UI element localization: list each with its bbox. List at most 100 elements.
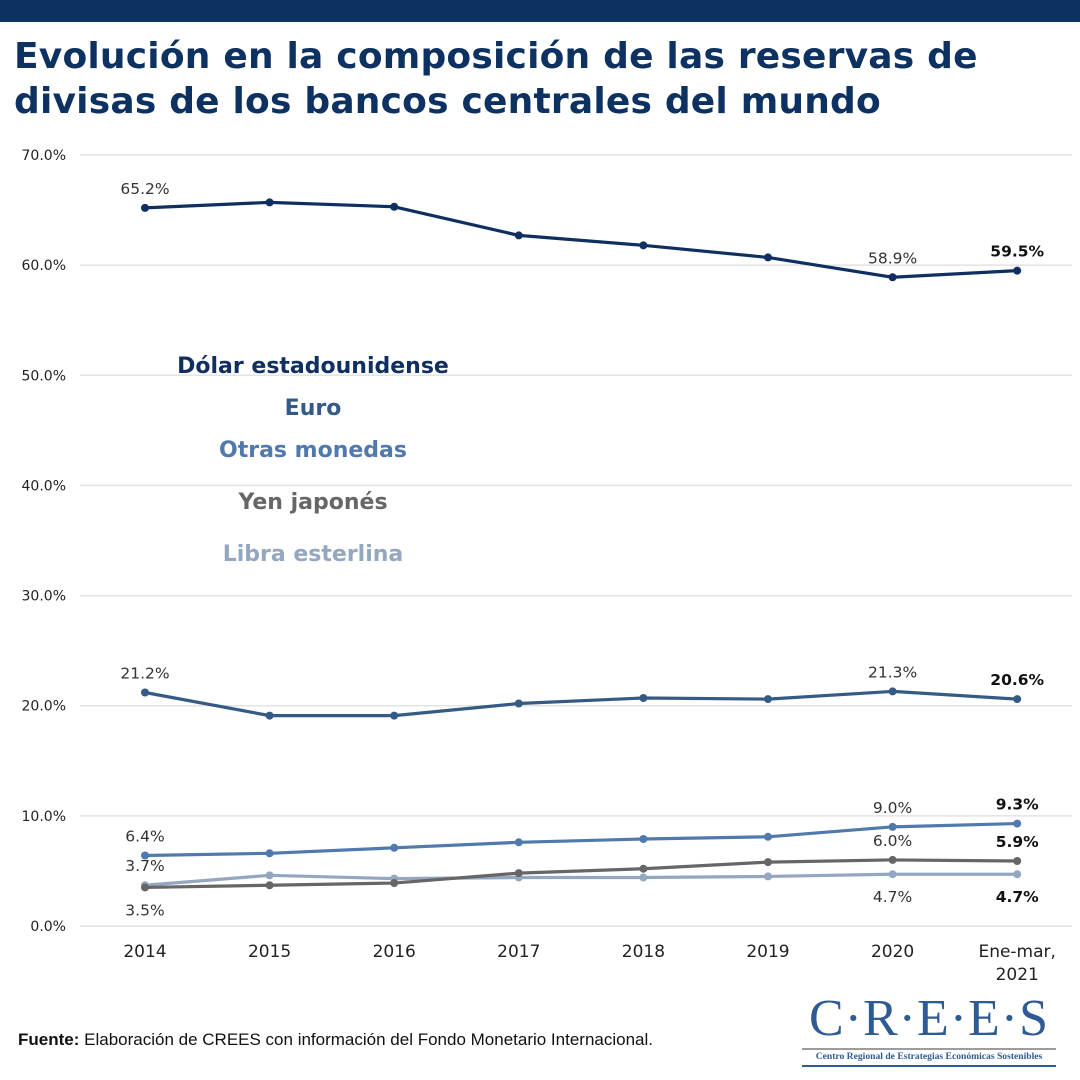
logo-mark: C·R·E·E·S	[808, 990, 1050, 1047]
data-point	[639, 873, 648, 882]
y-axis: 0.0% 10.0% 20.0% 30.0% 40.0% 50.0% 60.0% 70.0%	[22, 148, 66, 935]
y-tick-label: 20.0%	[22, 699, 66, 715]
logo-rule-top	[802, 1048, 1056, 1050]
data-point	[1013, 266, 1022, 275]
data-point	[514, 231, 523, 240]
data-point	[888, 822, 897, 831]
data-point	[764, 832, 772, 841]
data-point	[639, 241, 648, 250]
data-point	[390, 843, 399, 852]
logo-rule-bottom	[802, 1065, 1056, 1067]
top-brand-bar	[0, 0, 1080, 22]
gridlines	[80, 154, 1072, 927]
series-lines	[141, 198, 1022, 892]
data-point	[639, 864, 648, 873]
y-tick-label: 50.0%	[22, 368, 66, 384]
data-point	[390, 202, 399, 211]
series-dolar-estadounidense	[141, 198, 1022, 282]
y-tick-label: 0.0%	[30, 919, 66, 935]
source-note: Fuente: Elaboración de CREES con informa…	[18, 1030, 653, 1050]
line-chart: 0.0%10.0%20.0%30.0%40.0%50.0%60.0%70.0% …	[22, 148, 1072, 985]
data-label: 9.3%	[996, 796, 1039, 814]
data-label: 6.4%	[125, 828, 164, 846]
x-tick-label: 2020	[871, 942, 914, 962]
legend-item: Euro	[285, 396, 342, 421]
y-tick-label: 30.0%	[22, 589, 66, 605]
data-label: 21.3%	[868, 663, 917, 681]
y-tick-label: 10.0%	[22, 809, 66, 825]
data-point	[265, 198, 274, 207]
data-point	[888, 273, 897, 282]
data-point	[514, 869, 523, 878]
x-tick-label: 2019	[746, 942, 789, 962]
chart-title: Evolución en la composición de las reser…	[14, 36, 978, 122]
x-tick-label: 2016	[373, 942, 416, 962]
data-point	[141, 851, 149, 860]
data-label: 3.7%	[125, 857, 164, 875]
y-tick-label: 40.0%	[22, 478, 66, 494]
x-tick-line: 2021	[996, 965, 1039, 985]
y-tick-label: 70.0%	[22, 148, 66, 164]
data-label: 9.0%	[873, 799, 912, 817]
series-line	[144, 821, 1018, 858]
series-euro	[141, 687, 1022, 720]
data-point	[639, 694, 648, 703]
data-point	[764, 253, 772, 262]
x-tick-label: Ene-mar, 2021	[978, 942, 1055, 985]
data-point	[764, 872, 772, 881]
data-point	[141, 203, 149, 212]
legend-item: Otras monedas	[219, 438, 407, 463]
x-tick-label: 2017	[497, 942, 540, 962]
data-point	[888, 870, 897, 879]
data-labels: 65.2% 58.9% 59.5% 21.2% 21.3% 20.6% 6.4% 9.0% 9.…	[120, 180, 1044, 920]
legend-item: Yen japonés	[237, 490, 387, 515]
data-point	[888, 687, 897, 696]
y-tick-label: 60.0%	[22, 258, 66, 274]
data-point	[888, 855, 897, 864]
x-tick-label: 2014	[123, 942, 166, 962]
data-point	[764, 858, 772, 867]
data-label: 65.2%	[120, 180, 169, 198]
logo-subtitle: Centro Regional de Estrategias Económica…	[815, 1051, 1043, 1062]
data-point	[514, 699, 523, 708]
data-point	[265, 871, 274, 880]
data-point	[265, 849, 274, 858]
data-label: 59.5%	[990, 243, 1044, 261]
series-line	[144, 858, 1018, 890]
data-point	[141, 883, 149, 892]
data-point	[1013, 819, 1022, 828]
legend-item: Dólar estadounidense	[177, 354, 449, 379]
series-line	[144, 200, 1018, 279]
data-point	[390, 879, 399, 888]
x-tick-label: 2015	[248, 942, 291, 962]
data-label: 20.6%	[990, 671, 1044, 689]
legend: Dólar estadounidense Euro Otras monedas Yen…	[177, 354, 449, 567]
x-tick-line: Ene-mar,	[978, 942, 1055, 962]
series-line	[144, 872, 1018, 887]
legend-item: Libra esterlina	[223, 542, 404, 567]
data-label: 4.7%	[873, 888, 912, 906]
source-label: Fuente:	[18, 1030, 80, 1049]
data-point	[265, 881, 274, 890]
data-point	[764, 695, 772, 704]
series-yen-japones	[141, 855, 1022, 892]
data-label: 58.9%	[868, 249, 917, 267]
crees-logo: C·R·E·E·S Centro Regional de Estrategias…	[798, 990, 1060, 1070]
data-label: 5.9%	[996, 833, 1039, 851]
data-label: 3.5%	[125, 901, 164, 919]
x-axis: 2014 2015 2016 2017 2018 2019 2020 Ene-mar, 2021	[123, 942, 1056, 985]
data-label: 21.2%	[120, 664, 169, 682]
data-label: 4.7%	[996, 888, 1039, 906]
data-point	[390, 711, 399, 720]
data-point	[639, 834, 648, 843]
data-label: 6.0%	[873, 832, 912, 850]
data-point	[1013, 870, 1022, 879]
data-point	[141, 688, 149, 697]
data-point	[514, 838, 523, 847]
series-otras-monedas	[141, 819, 1022, 860]
x-tick-label: 2018	[622, 942, 665, 962]
data-point	[265, 711, 274, 720]
source-text: Elaboración de CREES con información del…	[84, 1030, 654, 1049]
data-point	[1013, 857, 1022, 866]
data-point	[1013, 695, 1022, 704]
